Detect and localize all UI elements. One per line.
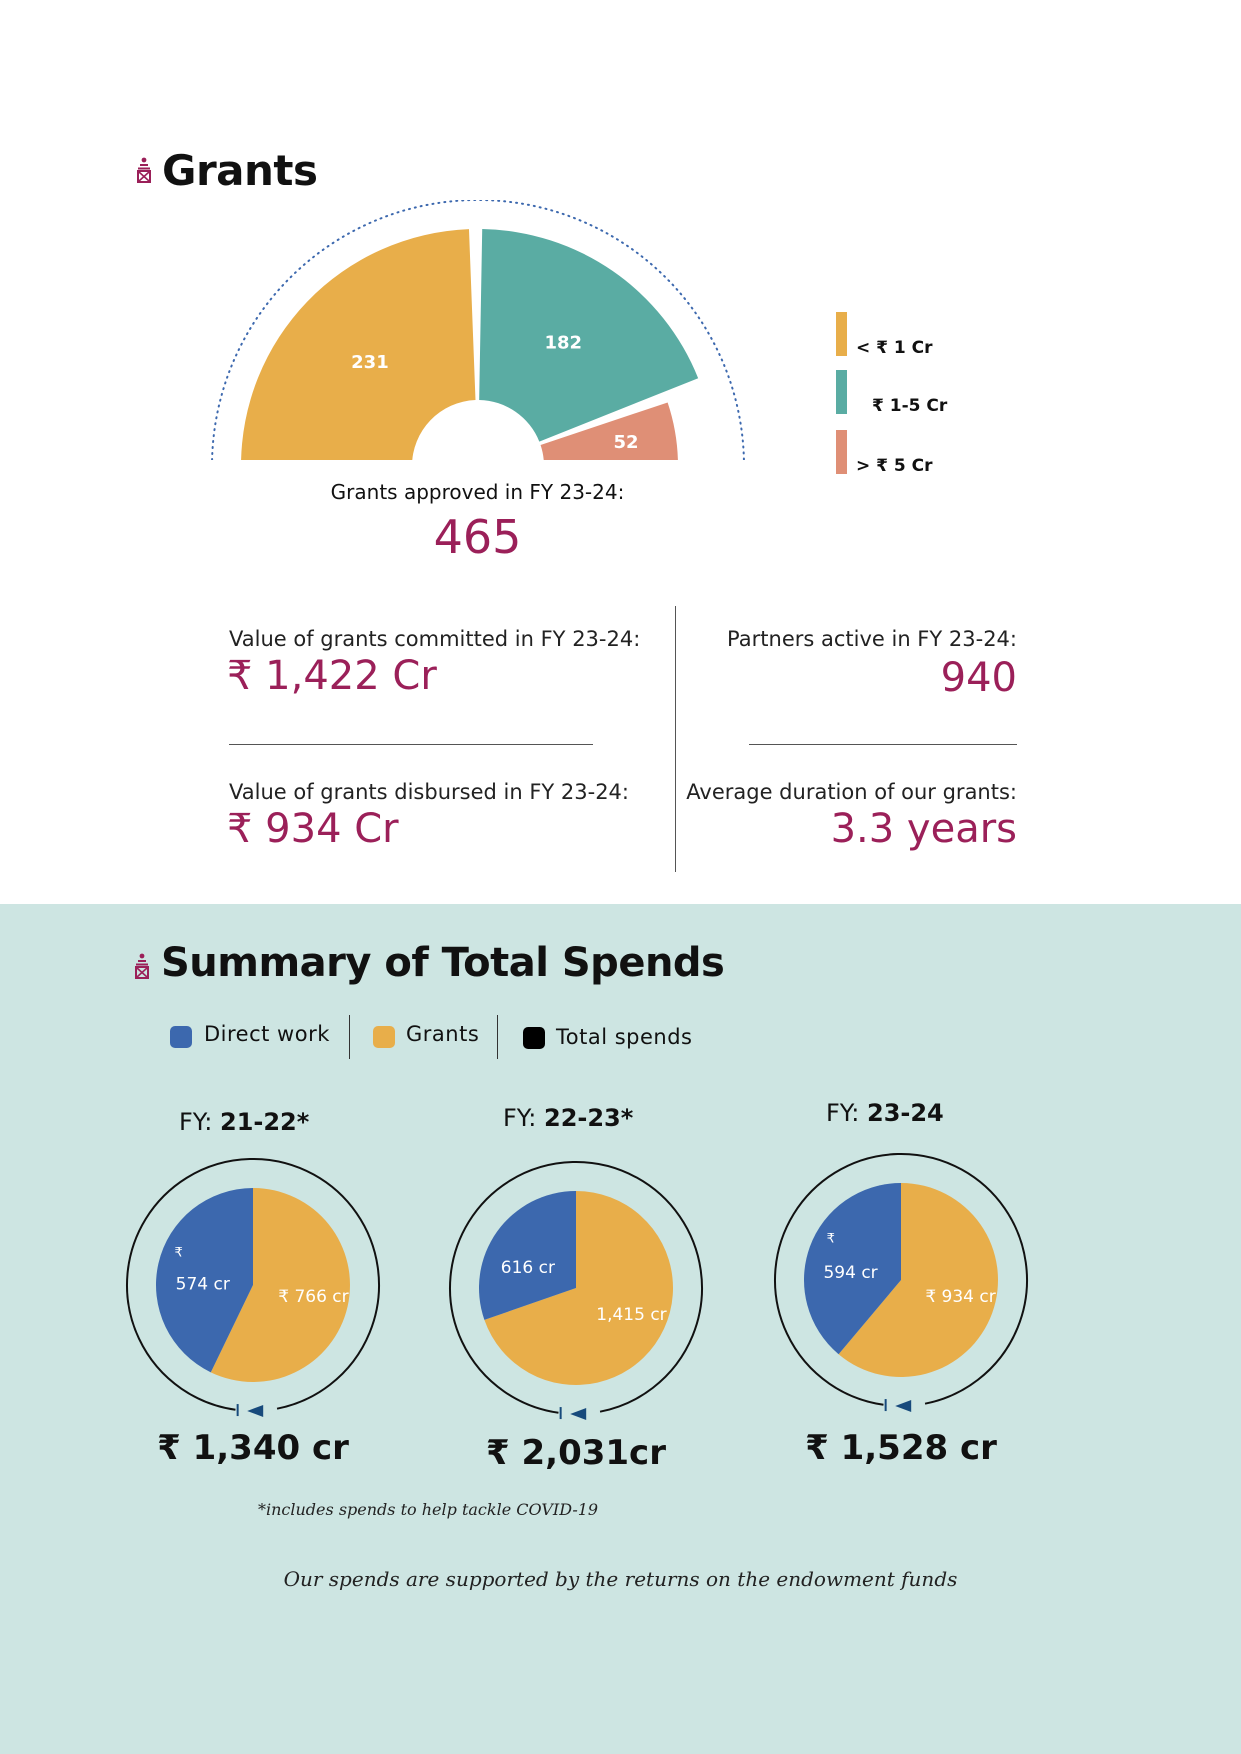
legend-label-total: Total spends <box>556 1025 693 1049</box>
fy-value: 23-24 <box>867 1099 944 1127</box>
rupee-icon: ₹ <box>175 1246 183 1261</box>
direct-work-slice <box>804 1183 901 1355</box>
spend-pie-chart: 574 cr ₹ 766 cr ₹ <box>126 1158 380 1417</box>
legend-label-grants: Grants <box>406 1022 480 1046</box>
vertical-divider <box>675 606 676 872</box>
legend-label: > ₹ 5 Cr <box>856 456 933 476</box>
grants-approved-value: 465 <box>433 510 522 564</box>
divider <box>229 744 593 745</box>
grants-label: 1,415 cr <box>596 1305 666 1325</box>
grants-approved-label: Grants approved in FY 23-24: <box>330 480 625 504</box>
legend-swatch-grants <box>373 1026 395 1048</box>
legend-label: ₹ 1-5 Cr <box>872 396 948 416</box>
total-spend-value: ₹ 1,528 cr <box>805 1428 997 1468</box>
grants-label: ₹ 934 cr <box>925 1287 995 1307</box>
emblem-icon <box>137 157 151 183</box>
spends-title: Summary of Total Spends <box>161 940 725 986</box>
slice-small-grants <box>241 229 476 460</box>
emblem-icon <box>135 953 149 979</box>
grants-semicircle-chart: 231 182 52 <box>211 200 745 460</box>
slice-mid-grants <box>479 229 699 442</box>
grants-slice <box>838 1183 998 1377</box>
fy-title: FY: 22-23* <box>503 1104 633 1132</box>
direct-work-slice <box>479 1191 576 1320</box>
legend-swatch <box>836 370 847 414</box>
partners-label: Partners active in FY 23-24: <box>727 627 1017 651</box>
fy-prefix: FY: <box>503 1104 544 1132</box>
direct-work-label: 594 cr <box>823 1263 877 1283</box>
fy-value: 22-23* <box>544 1104 634 1132</box>
total-ring <box>126 1158 380 1411</box>
direct-work-slice <box>155 1188 253 1373</box>
total-spend-value: ₹ 1,340 cr <box>157 1428 349 1468</box>
total-ring <box>774 1153 1028 1406</box>
bottom-note: Our spends are supported by the returns … <box>283 1567 958 1591</box>
fy-title: FY: 23-24 <box>826 1099 944 1127</box>
slice-value-label: 182 <box>544 333 582 354</box>
arrow-head-icon <box>895 1399 912 1412</box>
total-ring <box>449 1161 703 1414</box>
grants-label: ₹ 766 cr <box>278 1287 348 1307</box>
legend-swatch-total <box>523 1027 545 1049</box>
total-spend-value: ₹ 2,031cr <box>486 1433 666 1473</box>
footnote: *includes spends to help tackle COVID-19 <box>258 1500 599 1519</box>
committed-value: ₹ 1,422 Cr <box>227 653 437 699</box>
fy-prefix: FY: <box>179 1108 220 1136</box>
legend-swatch <box>836 430 847 474</box>
disbursed-label: Value of grants disbursed in FY 23-24: <box>229 780 629 804</box>
slice-value-label: 52 <box>614 432 639 453</box>
arrow-head-icon <box>247 1404 264 1417</box>
fy-title: FY: 21-22* <box>179 1108 309 1136</box>
spend-pie-chart: 616 cr 1,415 cr <box>449 1161 703 1420</box>
direct-work-label: 574 cr <box>176 1274 230 1294</box>
arrow-head-icon <box>570 1407 587 1420</box>
grants-slice <box>210 1188 350 1382</box>
slice-large-grants <box>540 402 678 460</box>
legend-divider <box>497 1015 498 1059</box>
slice-value-label: 231 <box>351 352 389 373</box>
grants-slice <box>484 1191 673 1385</box>
rupee-icon: ₹ <box>827 1232 835 1247</box>
duration-value: 3.3 years <box>830 806 1017 852</box>
partners-value: 940 <box>940 655 1017 701</box>
legend-swatch <box>836 312 847 356</box>
fy-value: 21-22* <box>220 1108 310 1136</box>
spend-pie-chart: 594 cr ₹ 934 cr ₹ <box>774 1153 1028 1412</box>
legend-label: < ₹ 1 Cr <box>856 338 933 358</box>
divider <box>749 744 1017 745</box>
legend-divider <box>349 1015 350 1059</box>
legend-swatch-direct <box>170 1026 192 1048</box>
direct-work-label: 616 cr <box>501 1258 555 1278</box>
fy-prefix: FY: <box>826 1099 867 1127</box>
committed-label: Value of grants committed in FY 23-24: <box>229 627 641 651</box>
duration-label: Average duration of our grants: <box>686 780 1017 804</box>
legend-label-direct: Direct work <box>204 1022 330 1046</box>
grants-title: Grants <box>162 146 318 195</box>
disbursed-value: ₹ 934 Cr <box>227 806 399 852</box>
